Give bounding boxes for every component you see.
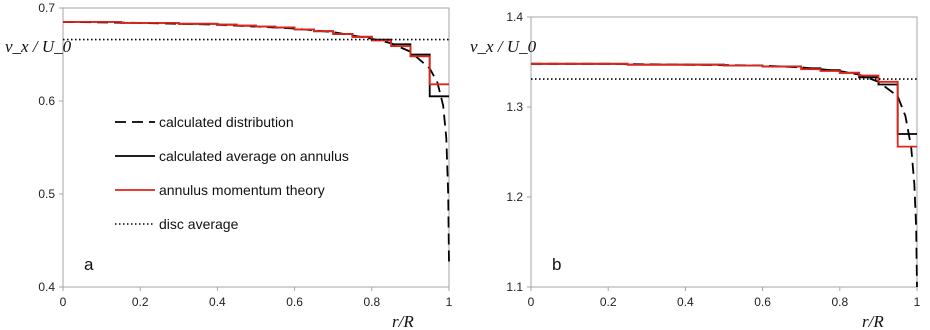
y-tick-label: 0.6: [38, 94, 55, 108]
series-line-calculated-distribution: [531, 62, 918, 288]
x-tick-label: 0.2: [132, 295, 149, 309]
x-tick-label: 1: [914, 295, 921, 309]
series-group: [531, 62, 918, 288]
plot-border: [62, 7, 450, 288]
chart-panel-a: 0.4 0.5 0.6 0.7 0 0.2 0.4 0.6 0.8 1 v_x / U_0 r/…: [5, 1, 453, 330]
panel-label: a: [84, 255, 94, 274]
series-line-calculated-distribution: [62, 21, 450, 264]
x-tick-label: 0.8: [831, 295, 848, 309]
legend-label: calculated distribution: [159, 114, 294, 130]
panel-label: b: [552, 255, 561, 274]
legend-label: annulus momentum theory: [159, 182, 325, 198]
y-tick-label: 0.5: [38, 187, 55, 201]
x-tick-label: 0.6: [286, 295, 303, 309]
y-tick-label: 1.4: [506, 10, 523, 24]
y-tick-label: 0.7: [38, 1, 55, 15]
x-tick-label: 0: [528, 295, 535, 309]
y-tick-labels: 1.1 1.2 1.3 1.4: [506, 10, 531, 294]
y-axis-title: v_x / U_0: [5, 37, 72, 56]
series-line-calculated-average-on-annulus: [63, 21, 449, 98]
x-tick-label: 0.2: [600, 295, 617, 309]
legend-label: disc average: [159, 216, 239, 232]
y-axis-title: v_x / U_0: [470, 37, 537, 56]
x-tick-label: 0: [60, 295, 67, 309]
legend-label: calculated average on annulus: [159, 148, 349, 164]
series-group: [62, 21, 450, 264]
x-tick-label: 0.8: [363, 295, 380, 309]
x-tick-label: 0.6: [754, 295, 771, 309]
legend: calculated distribution calculated averag…: [115, 114, 349, 232]
series-line-annulus-momentum-theory: [63, 21, 449, 86]
x-tick-label: 0.4: [209, 295, 226, 309]
chart-panel-b: 1.1 1.2 1.3 1.4 0 0.2 0.4 0.6 0.8 1 v_x / U_0 r/…: [470, 10, 921, 330]
y-tick-label: 1.1: [506, 280, 523, 294]
plot-border: [530, 16, 918, 288]
y-tick-label: 1.2: [506, 190, 523, 204]
y-tick-label: 1.3: [506, 100, 523, 114]
x-axis-title: r/R: [862, 312, 884, 330]
x-tick-label: 0.4: [677, 295, 694, 309]
x-tick-label: 1: [446, 295, 453, 309]
x-tick-labels: 0 0.2 0.4 0.6 0.8 1: [528, 287, 921, 309]
x-axis-title: r/R: [392, 312, 414, 330]
plot-frame: [62, 7, 450, 288]
y-tick-labels: 0.4 0.5 0.6 0.7: [38, 1, 63, 294]
series-line-annulus-momentum-theory: [531, 62, 917, 148]
plot-frame: [530, 16, 918, 288]
x-tick-labels: 0 0.2 0.4 0.6 0.8 1: [60, 287, 453, 309]
y-tick-label: 0.4: [38, 280, 55, 294]
